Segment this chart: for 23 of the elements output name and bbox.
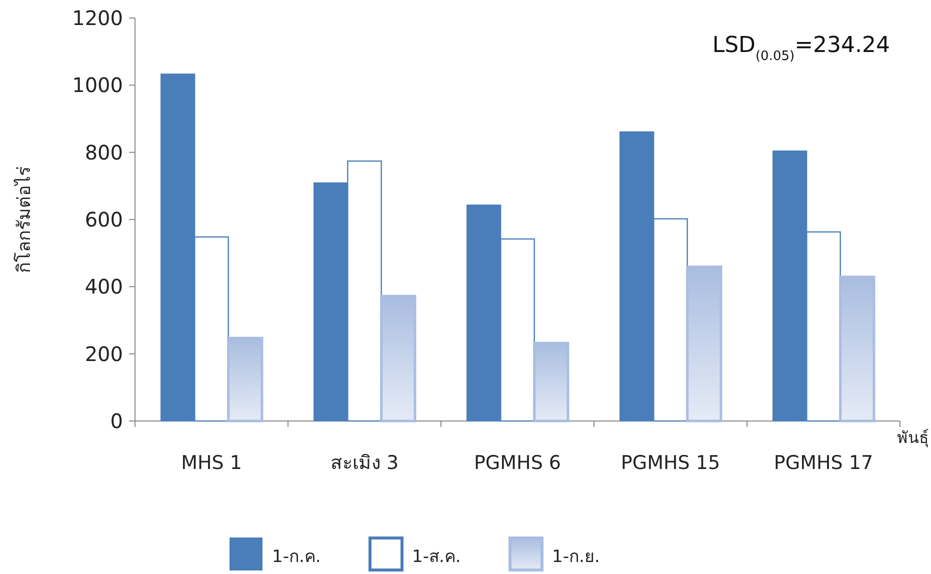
- x-tick-label: MHS 1: [181, 452, 242, 474]
- legend-label: 1-ก.ย.: [552, 547, 600, 567]
- bar: [227, 336, 264, 422]
- y-tick-label: 400: [84, 274, 123, 299]
- y-tick-label: 200: [84, 342, 123, 366]
- annotation: LSD$_{(0.05)}$=234.24: [712, 33, 890, 64]
- bar: [686, 266, 722, 422]
- x-tick-label: สะเมิง 3: [330, 452, 399, 474]
- y-axis-title: กิโลกรัมต่อไร่: [13, 166, 35, 273]
- bar: [380, 294, 416, 422]
- y-tick-label: 0: [110, 409, 123, 433]
- x-tick-label: PGMHS 17: [774, 452, 874, 474]
- legend-label: 1-ส.ค.: [412, 547, 461, 567]
- x-axis-title: พันธุ์: [897, 428, 929, 448]
- y-tick-label: 800: [84, 140, 123, 164]
- x-tick-label: PGMHS 6: [474, 452, 562, 474]
- y-tick-label: 1200: [72, 6, 123, 30]
- legend-label: 1-ก.ค.: [272, 547, 321, 567]
- y-tick-label: 600: [84, 208, 123, 232]
- y-tick-label: 1000: [72, 73, 123, 98]
- bar: [839, 276, 876, 422]
- x-tick-label: PGMHS 15: [620, 452, 720, 474]
- bar: [533, 342, 570, 422]
